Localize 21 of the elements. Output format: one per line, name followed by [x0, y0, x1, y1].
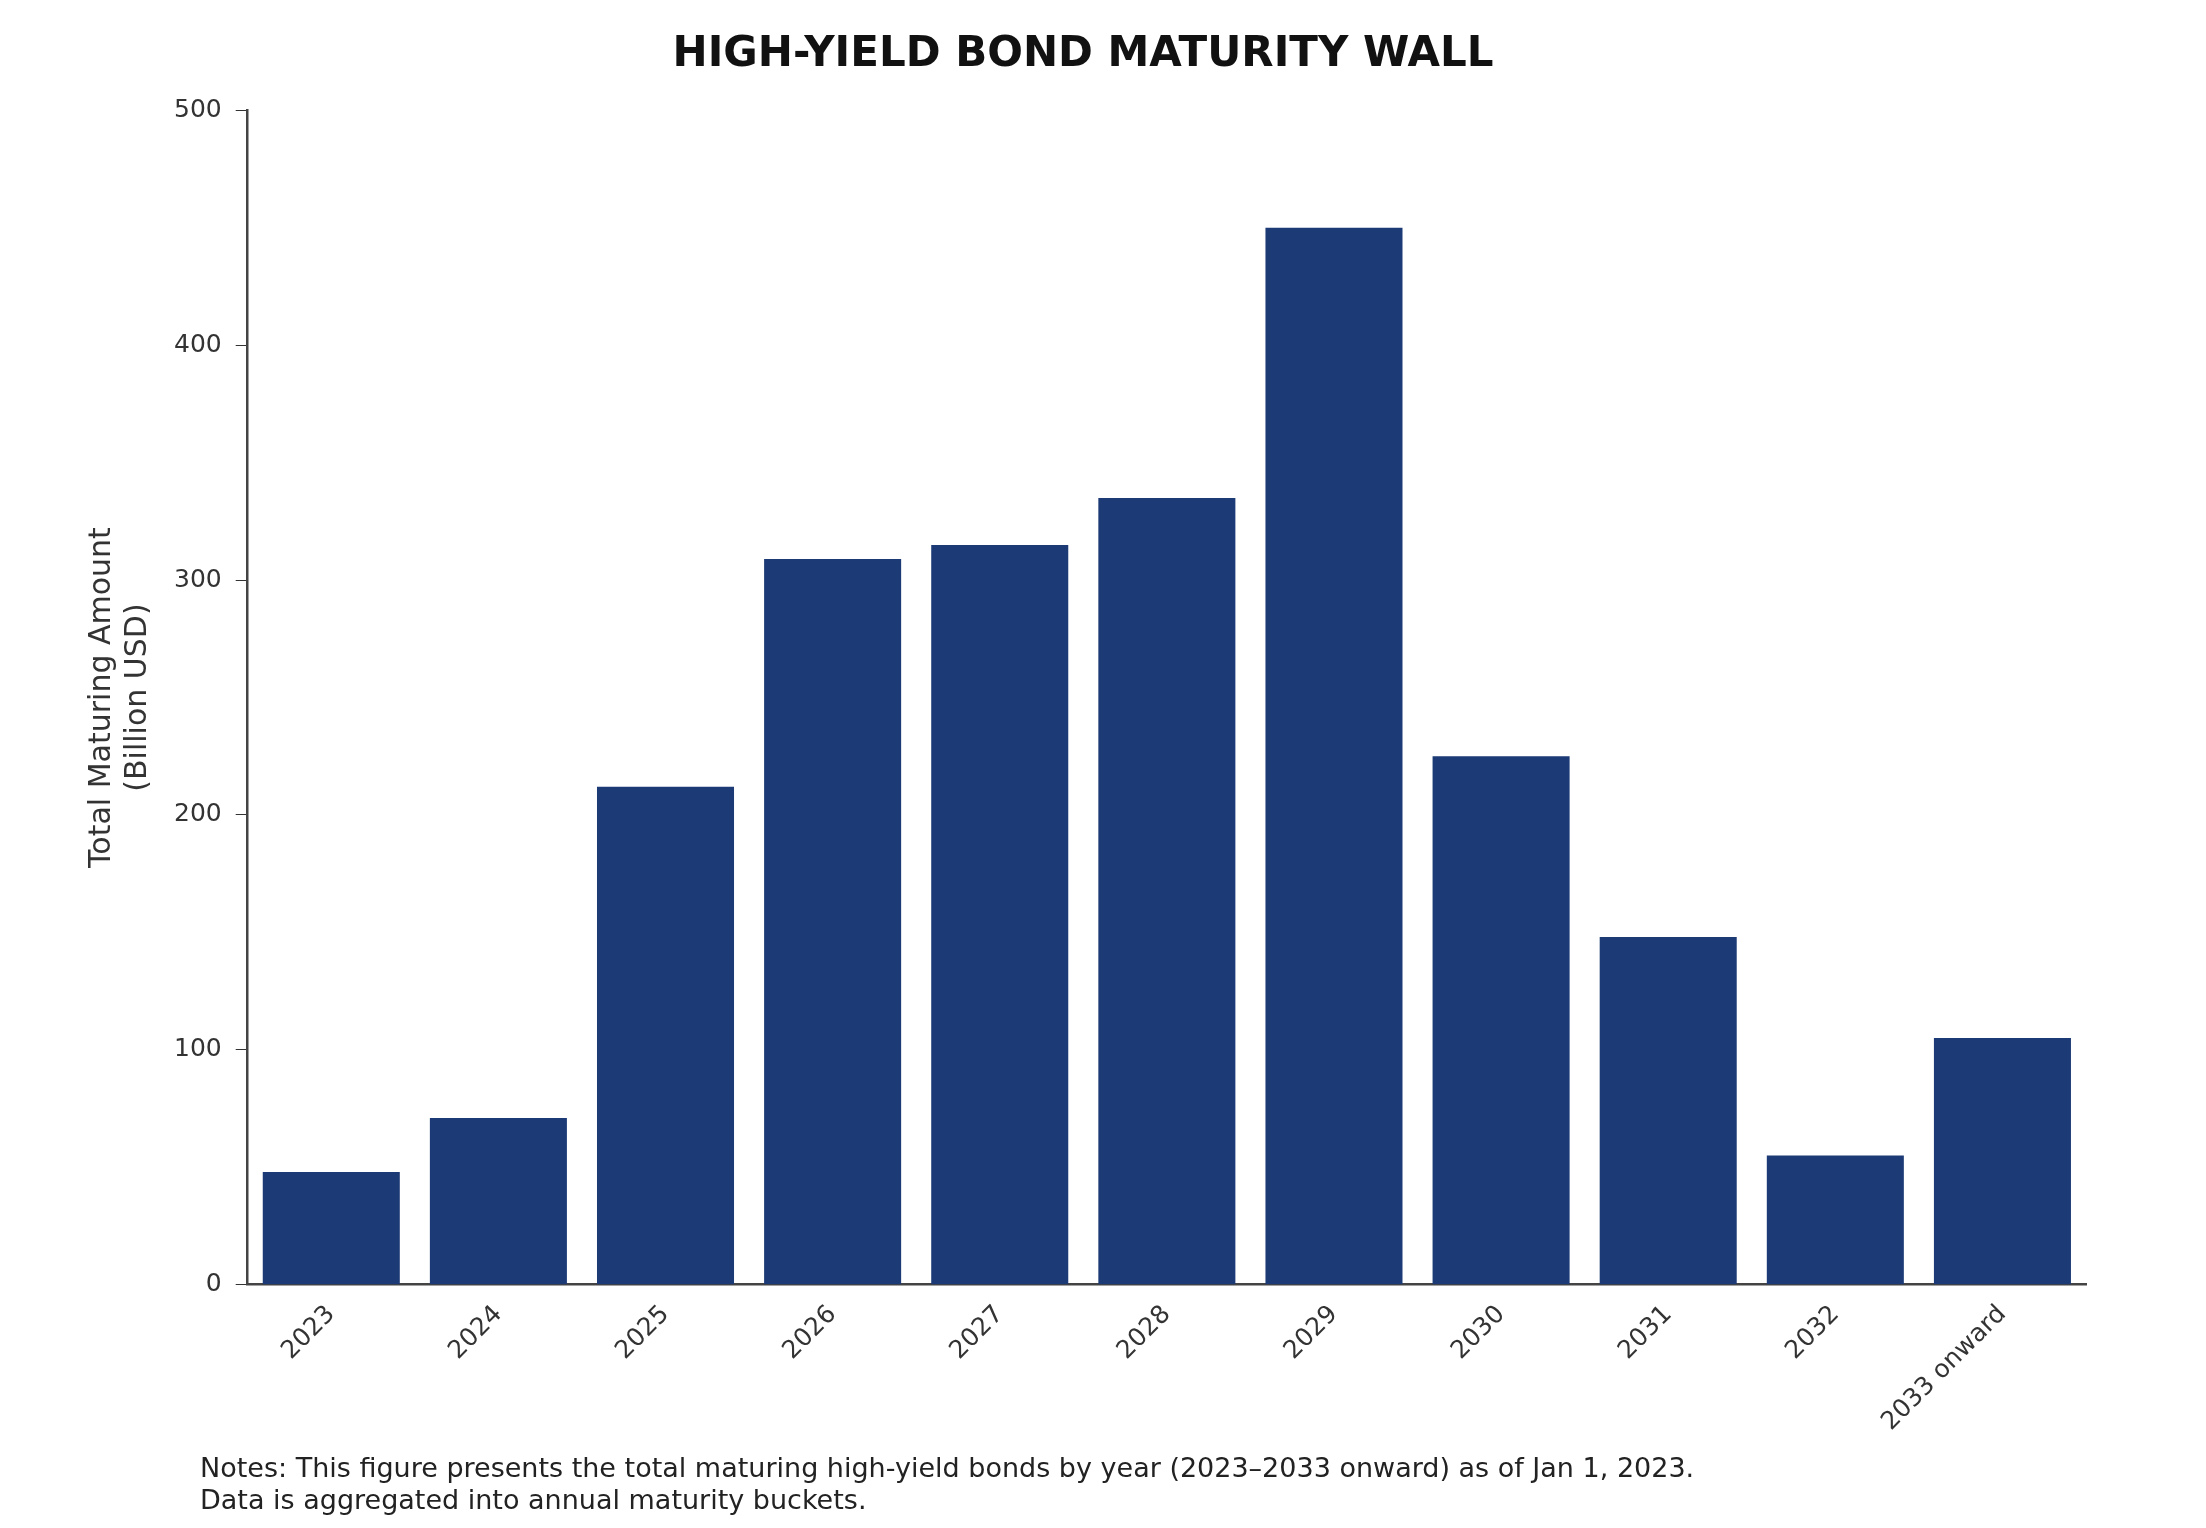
- bar: [1432, 756, 1570, 1285]
- y-tick-label: 500: [174, 93, 222, 123]
- bar: [1766, 1155, 1904, 1285]
- y-axis-title: Total Maturing Amount (Billion USD): [81, 526, 153, 869]
- bar: [1098, 497, 1236, 1285]
- y-tick-label: 300: [174, 563, 222, 593]
- bar: [931, 544, 1069, 1285]
- y-tick-label: 400: [174, 328, 222, 358]
- bar: [1933, 1038, 2071, 1285]
- text: Notes: This figure presents the total maturing high-yield bonds by year (2023–2033 onward) as of Jan 1, 2023.: [200, 1452, 1695, 1484]
- chart-title: HIGH-YIELD BOND MATURITY WALL: [672, 27, 1494, 77]
- bar: [596, 786, 735, 1285]
- text: Data is aggregated into annual maturity buckets.: [200, 1484, 868, 1516]
- y-tick-label: 200: [174, 798, 222, 828]
- bar: [1265, 227, 1403, 1285]
- bar: [262, 1171, 400, 1285]
- bar: [764, 558, 902, 1285]
- y-tick-label: 0: [205, 1268, 222, 1298]
- bar: [1599, 937, 1737, 1285]
- bar: [429, 1117, 567, 1285]
- y-tick-label: 100: [174, 1033, 222, 1063]
